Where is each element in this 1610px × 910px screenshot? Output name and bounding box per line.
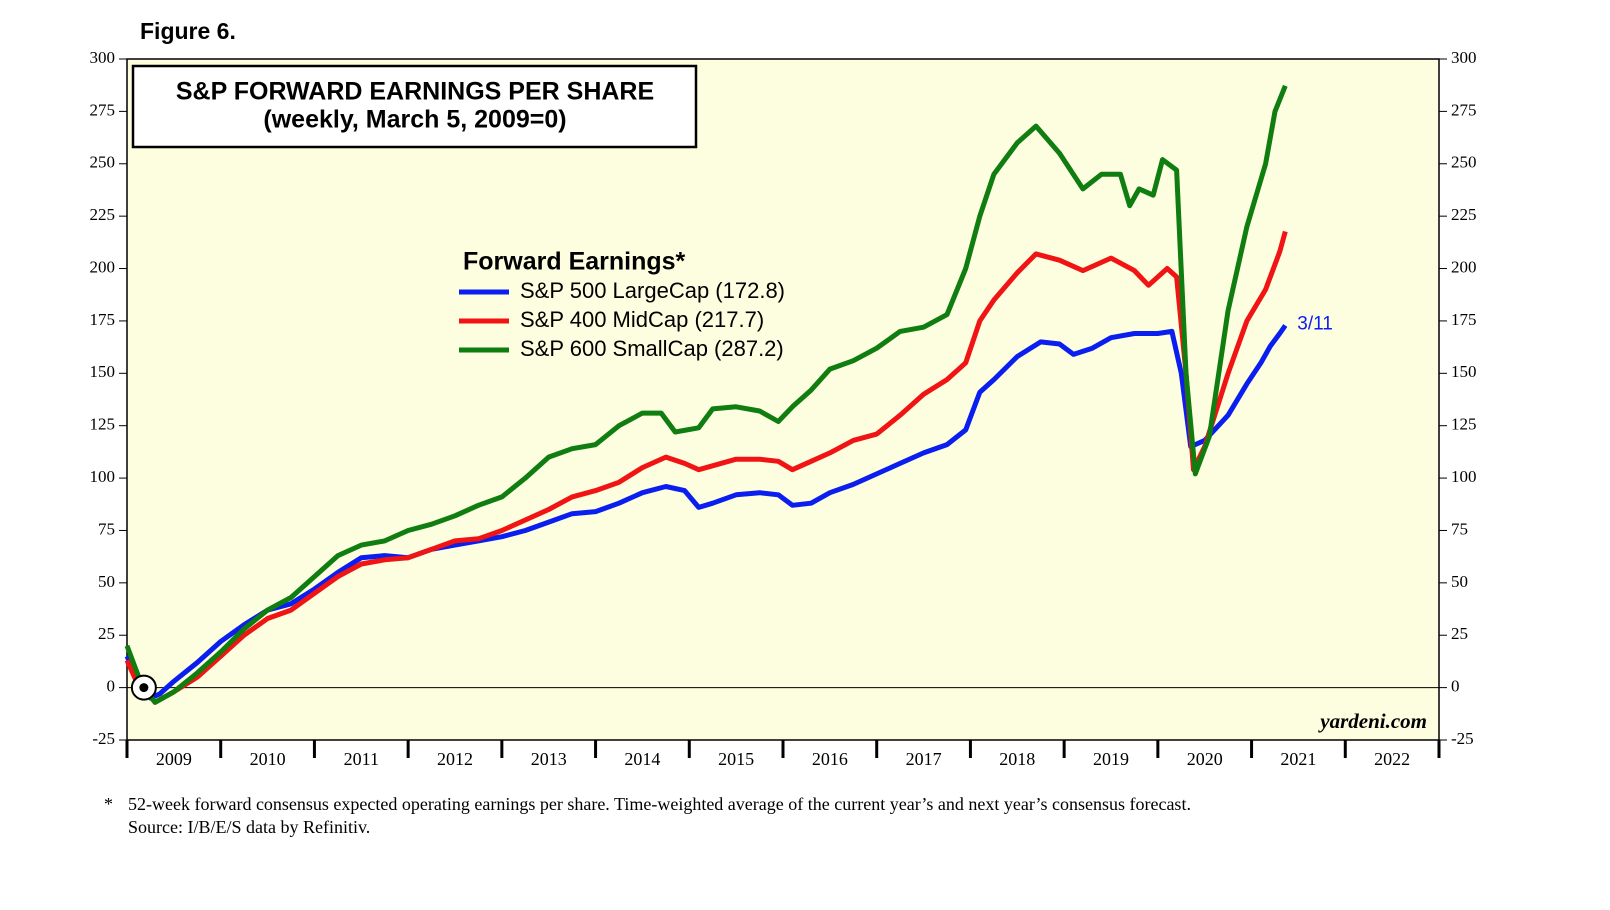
y-tick-label: -25	[92, 729, 115, 748]
chart-title: S&P FORWARD EARNINGS PER SHARE	[176, 78, 654, 106]
series-line	[124, 84, 1288, 705]
end-annotation: 3/11	[1297, 314, 1333, 335]
y2-tick-label: 25	[1451, 624, 1468, 643]
chart-subtitle: (weekly, March 5, 2009=0)	[263, 106, 566, 134]
y-tick-label: 275	[90, 100, 116, 119]
y-tick-label: 300	[90, 48, 116, 67]
y2-tick-label: 0	[1451, 677, 1460, 696]
x-tick-label: 2022	[1374, 749, 1410, 769]
y2-tick-label: 250	[1451, 153, 1477, 172]
footnote-marker: *	[104, 794, 113, 814]
x-tick-label: 2019	[1093, 749, 1129, 769]
x-tick-label: 2012	[437, 749, 473, 769]
y2-tick-label: 75	[1451, 519, 1468, 538]
y2-tick-label: 225	[1451, 205, 1477, 224]
legend-label: S&P 600 SmallCap (287.2)	[520, 336, 784, 361]
y2-tick-label: 300	[1451, 48, 1477, 67]
legend-label: S&P 500 LargeCap (172.8)	[520, 278, 785, 303]
x-tick-label: 2015	[718, 749, 754, 769]
source-brand: yardeni.com	[1317, 709, 1427, 733]
y-tick-label: 175	[90, 310, 116, 329]
y2-tick-label: 175	[1451, 310, 1477, 329]
x-tick-label: 2009	[156, 749, 192, 769]
x-tick-label: 2016	[812, 749, 848, 769]
footnote: 52-week forward consensus expected opera…	[128, 794, 1191, 814]
x-tick-label: 2014	[624, 749, 660, 769]
y2-tick-label: 100	[1451, 467, 1477, 486]
y2-tick-label: 200	[1451, 257, 1477, 276]
y2-tick-label: 150	[1451, 362, 1477, 381]
y-tick-label: 200	[90, 257, 116, 276]
title-box	[131, 64, 698, 149]
legend-title: Forward Earnings*	[463, 248, 686, 276]
footnote: Source: I/B/E/S data by Refinitiv.	[128, 817, 370, 837]
x-tick-label: 2013	[531, 749, 567, 769]
y-tick-label: 0	[107, 677, 116, 696]
y-tick-label: 225	[90, 205, 116, 224]
x-tick-label: 2021	[1280, 749, 1316, 769]
y2-tick-label: 50	[1451, 572, 1468, 591]
x-tick-label: 2020	[1187, 749, 1223, 769]
x-tick-label: 2017	[906, 749, 942, 769]
x-tick-label: 2010	[250, 749, 286, 769]
y-tick-label: 250	[90, 153, 116, 172]
y-tick-label: 25	[98, 624, 115, 643]
series-line	[124, 230, 1288, 705]
figure-label: Figure 6.	[140, 18, 236, 44]
y2-tick-label: 125	[1451, 415, 1477, 434]
y-tick-label: 150	[90, 362, 116, 381]
x-tick-label: 2018	[999, 749, 1035, 769]
y2-tick-label: -25	[1451, 729, 1474, 748]
y2-tick-label: 275	[1451, 100, 1477, 119]
y-tick-label: 125	[90, 415, 116, 434]
plot-area	[126, 58, 1440, 741]
y-tick-label: 75	[98, 519, 115, 538]
y-tick-label: 50	[98, 572, 115, 591]
base-point-dot	[139, 683, 149, 693]
x-tick-label: 2011	[344, 749, 379, 769]
series-line	[124, 324, 1288, 701]
y-tick-label: 100	[90, 467, 116, 486]
legend-label: S&P 400 MidCap (217.7)	[520, 307, 764, 332]
